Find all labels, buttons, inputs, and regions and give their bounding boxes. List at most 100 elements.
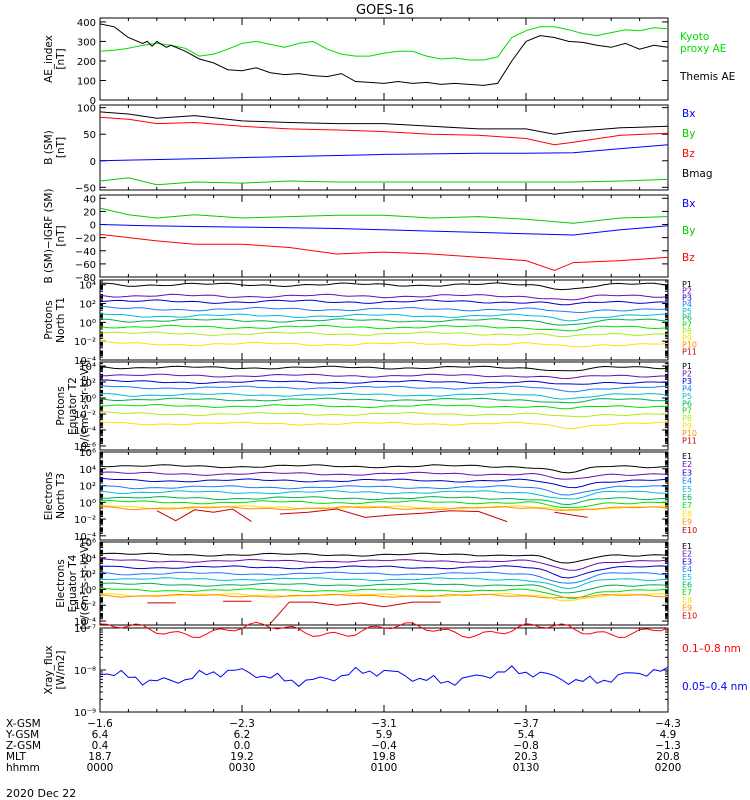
legend-P8: P8 xyxy=(682,327,692,336)
panel-frame xyxy=(99,451,669,541)
legend-P7: P7 xyxy=(682,320,692,329)
series-line-E10 xyxy=(554,511,588,518)
y-tick-label: −80 xyxy=(75,273,96,284)
series-line-P1 xyxy=(100,282,669,291)
y-tick-label: 10⁴ xyxy=(79,554,96,565)
legend-Kyoto proxy AE: Kyoto xyxy=(680,31,709,43)
y-tick-label: 10⁻⁷ xyxy=(74,624,96,635)
y-axis-label: [e/(cm²-s-sr-keV)] xyxy=(79,538,91,630)
series-line-E3 xyxy=(99,565,669,579)
legend-Bx: Bx xyxy=(682,198,695,210)
legend-P5: P5 xyxy=(682,392,692,401)
panel-bigrf: −80 −60 −40 −20 0 20 40 B (SM)−IGRF (SM) [nT] Bx B… xyxy=(43,188,695,284)
y-axis-label: [W/m2] xyxy=(55,650,67,689)
series-line-P9 xyxy=(99,340,669,348)
x-value: 0100 xyxy=(371,762,398,774)
row-label: X-GSM xyxy=(6,718,41,730)
series-line-E7 xyxy=(99,499,668,509)
legend-P3: P3 xyxy=(682,293,692,302)
y-tick-label: 100 xyxy=(77,104,96,115)
series-line-P7 xyxy=(99,324,669,332)
series-line-E9 xyxy=(99,593,668,599)
legend-E8: E8 xyxy=(682,596,692,605)
series-line-E8 xyxy=(100,592,669,602)
series-line-Bx xyxy=(99,144,669,162)
y-tick-label: 10⁻² xyxy=(74,337,96,348)
panel-frame xyxy=(99,104,669,191)
legend-Bx: Bx xyxy=(682,108,695,120)
legend-P4: P4 xyxy=(682,384,692,393)
series-line-P5 xyxy=(99,313,669,322)
x-value: −3.7 xyxy=(513,718,539,730)
legend-E10: E10 xyxy=(682,526,697,535)
y-tick-label: −50 xyxy=(75,183,96,194)
panel-protons-t2: 10⁻⁶ 10⁻⁴ 10⁻² 10⁰ 10² 10⁴ Protons Equator T2 [p… xyxy=(55,360,697,453)
x-value: 20.3 xyxy=(514,751,537,763)
y-axis-label: Xray_flux xyxy=(43,646,55,695)
x-value: 5.9 xyxy=(376,729,393,741)
x-value: 0.4 xyxy=(92,740,109,752)
figure-title: GOES-16 xyxy=(356,3,414,18)
y-axis-label: [p/(cm²-s-sr-keV)] xyxy=(79,360,91,452)
panel-frame xyxy=(99,194,669,278)
y-axis-label: [nT] xyxy=(55,137,67,158)
legend-Bz: Bz xyxy=(682,252,695,264)
y-tick-label: −20 xyxy=(75,234,96,245)
y-axis-label: Electrons xyxy=(43,472,55,521)
y-tick-label: 100 xyxy=(77,76,96,87)
series-line-P4 xyxy=(99,385,669,393)
series-line-E1 xyxy=(99,464,669,474)
row-label: MLT xyxy=(6,751,26,763)
x-value: 0000 xyxy=(87,762,114,774)
y-tick-label: 10⁻² xyxy=(74,410,96,421)
series-line-P6 xyxy=(99,397,669,404)
y-tick-label: 0 xyxy=(90,221,96,232)
x-value: 4.9 xyxy=(660,729,677,741)
series-line-P2 xyxy=(100,373,668,380)
y-tick-label: −60 xyxy=(75,260,96,271)
legend-P4: P4 xyxy=(682,300,692,309)
x-value: 6.4 xyxy=(92,729,109,741)
legend-Themis AE: Themis AE xyxy=(679,71,735,83)
y-tick-label: 10⁻⁶ xyxy=(74,442,96,453)
y-tick-label: 10² xyxy=(79,300,96,311)
panel-electrons-t4: 10⁻⁴ 10⁻² 10⁰ 10² 10⁴ 10⁶ Electrons Equator T4[… xyxy=(55,538,697,630)
y-tick-label: 40 xyxy=(83,194,96,205)
legend-P5: P5 xyxy=(682,307,692,316)
legend-Bmag: Bmag xyxy=(682,168,713,180)
legend-P1: P1 xyxy=(682,362,692,371)
series-line-P8 xyxy=(99,411,669,418)
y-tick-label: 20 xyxy=(83,207,96,218)
series-line-Bz xyxy=(99,116,669,146)
series-line-0.05–0.4 nm xyxy=(99,665,669,687)
series-line-P4 xyxy=(99,306,669,314)
y-tick-label: 10⁻⁸ xyxy=(74,666,96,677)
legend-E4: E4 xyxy=(682,477,692,486)
legend-P11: P11 xyxy=(682,347,697,356)
x-value: 0200 xyxy=(655,762,682,774)
panel-xray: 10⁻⁹ 10⁻⁸ 10⁻⁷ Xray_flux [W/m2] 0.1–0.8 nm 0.0… xyxy=(43,621,748,719)
series-line-Themis AE xyxy=(99,23,669,86)
x-value: −4.3 xyxy=(655,718,681,730)
series-line-E2 xyxy=(99,558,669,571)
y-axis-label: B (SM) xyxy=(43,130,55,164)
series-line-P7 xyxy=(99,403,669,410)
y-tick-label: 10⁻⁴ xyxy=(74,356,96,367)
x-value: −0.4 xyxy=(371,740,397,752)
series-line-Bz xyxy=(99,233,669,271)
x-value: −2.3 xyxy=(229,718,255,730)
legend-E5: E5 xyxy=(682,485,692,494)
legend-E1: E1 xyxy=(682,542,692,551)
legend-P8: P8 xyxy=(682,414,692,423)
y-axis-label: [nT] xyxy=(55,48,67,69)
y-tick-label: 10⁻² xyxy=(74,515,96,526)
y-tick-label: 10⁻⁹ xyxy=(74,708,96,719)
legend-E9: E9 xyxy=(682,604,692,613)
y-axis-label: Protons xyxy=(43,300,55,339)
series-line-E6 xyxy=(99,582,669,594)
y-tick-label: 300 xyxy=(77,37,96,48)
legend-P2: P2 xyxy=(682,369,692,378)
